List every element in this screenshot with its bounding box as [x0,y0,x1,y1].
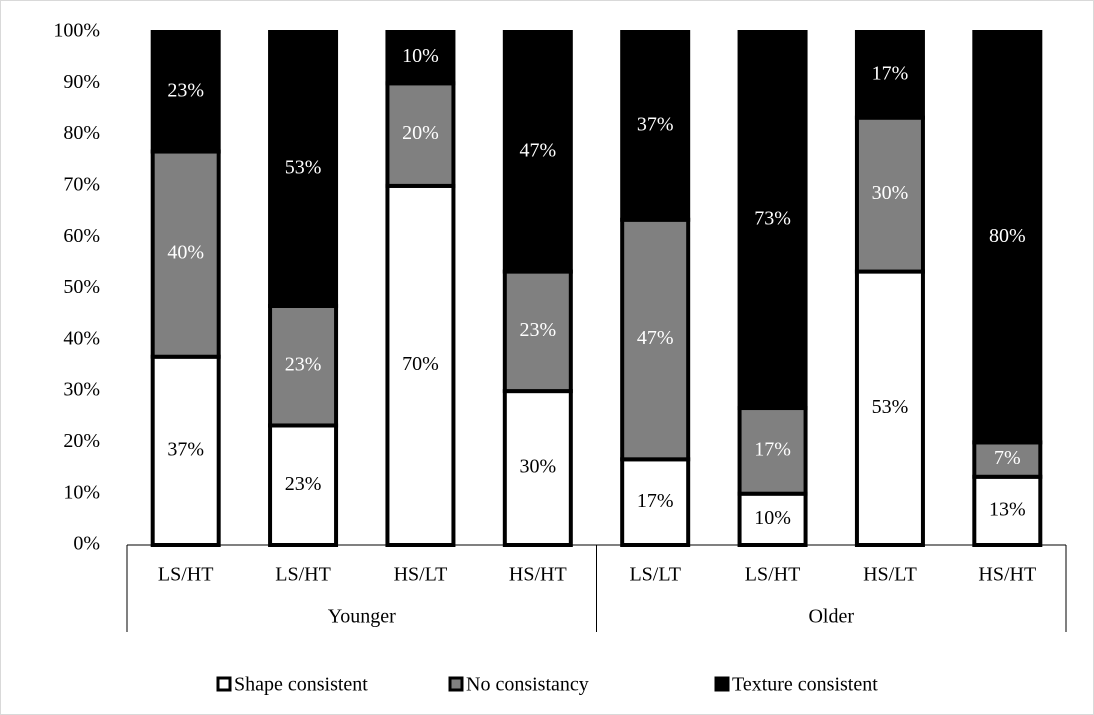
legend-swatch [216,676,232,692]
legend-label: No consistancy [466,674,589,696]
y-tick-label: 60% [63,225,100,247]
y-tick-label: 90% [63,71,100,93]
bar-segment [502,269,573,394]
data-label: 30% [872,182,909,204]
x-tick-label: HS/HT [978,564,1036,586]
data-label: 80% [989,225,1026,247]
x-tick-label: HS/LT [394,564,448,586]
data-label: 37% [637,113,674,135]
legend-label: Texture consistent [732,674,878,696]
data-label: 7% [994,447,1021,469]
data-label: 23% [519,319,556,341]
bar-segment [150,30,221,154]
y-tick-label: 80% [63,122,100,144]
y-tick-label: 70% [63,173,100,195]
data-label: 73% [754,208,791,230]
bar-segment [854,30,925,120]
y-tick-label: 40% [63,327,100,349]
y-tick-label: 10% [63,481,100,503]
bar-segment [385,30,456,86]
bar-segment [268,30,339,308]
bar-segment [972,30,1043,445]
data-label: 47% [637,327,674,349]
bar-segment [620,30,691,222]
y-tick-label: 50% [63,276,100,298]
y-tick-label: 20% [63,430,100,452]
data-label: 20% [402,122,439,144]
group-label: Older [808,606,854,628]
bar-segment [854,269,925,547]
data-label: 53% [872,396,909,418]
x-tick-label: LS/LT [629,564,681,586]
bar-segment [620,217,691,462]
x-tick-label: LS/HT [275,564,331,586]
data-label: 10% [754,507,791,529]
data-label: 70% [402,353,439,375]
data-label: 17% [872,62,909,84]
bar-segment [268,303,339,428]
legend-swatch [714,676,730,692]
data-label: 47% [519,139,556,161]
bar-segment [502,30,573,274]
data-label: 30% [519,456,556,478]
x-tick-label: LS/HT [158,564,214,586]
data-label: 23% [285,473,322,495]
data-label: 53% [285,157,322,179]
data-label: 17% [754,438,791,460]
y-tick-label: 0% [73,533,100,555]
bar-segment [737,30,808,411]
data-label: 23% [167,79,204,101]
legend-swatch [448,676,464,692]
y-tick-label: 30% [63,379,100,401]
bar-segment [385,183,456,547]
data-label: 37% [167,438,204,460]
y-tick-label: 100% [53,20,100,42]
x-tick-label: HS/HT [509,564,567,586]
bar-segment [737,406,808,496]
data-label: 17% [637,490,674,512]
data-label: 10% [402,45,439,67]
group-label: Younger [328,606,396,628]
data-label: 40% [167,242,204,264]
bar-segment [502,389,573,547]
data-label: 23% [285,353,322,375]
x-tick-label: HS/LT [863,564,917,586]
bar-segment [385,81,456,188]
legend-label: Shape consistent [234,674,368,696]
x-tick-label: LS/HT [745,564,801,586]
data-label: 13% [989,498,1026,520]
